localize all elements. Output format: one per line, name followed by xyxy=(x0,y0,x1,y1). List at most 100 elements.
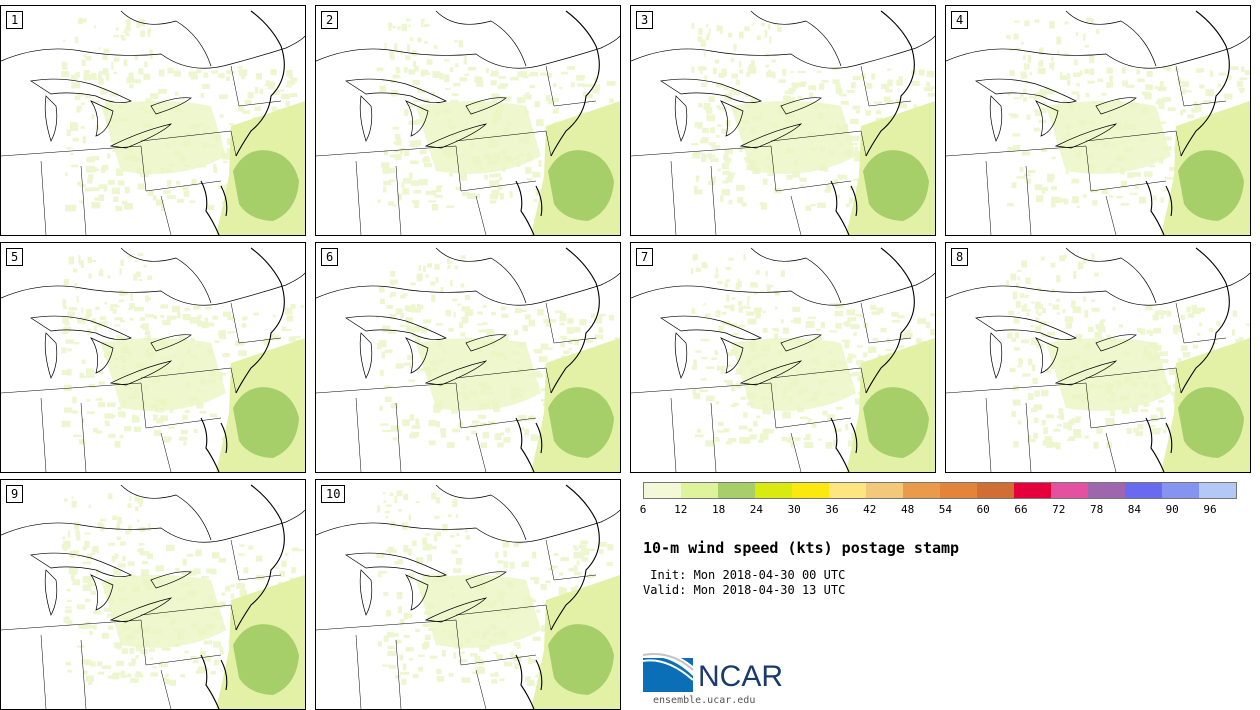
colorbar-tick-label: 66 xyxy=(1014,503,1028,516)
wind-field-strong xyxy=(1178,150,1244,221)
wind-field-strong xyxy=(233,387,299,458)
colorbar-swatch xyxy=(940,483,977,498)
map-lines xyxy=(946,247,1250,472)
colorbar-tick-label: 60 xyxy=(976,503,990,516)
wind-field-inland xyxy=(731,101,856,174)
map-lines xyxy=(1,247,305,472)
panel-number: 3 xyxy=(636,11,654,29)
map-graphic xyxy=(1,10,305,235)
map-panel-6: 6 xyxy=(315,242,621,473)
map-graphic xyxy=(1,484,305,709)
panel-number: 9 xyxy=(6,485,24,503)
colorbar-tick-label: 72 xyxy=(1052,503,1066,516)
map-graphic xyxy=(631,247,935,472)
wind-field-inland xyxy=(1046,338,1171,411)
wind-field-strong xyxy=(233,624,299,695)
panel-number: 4 xyxy=(951,11,969,29)
wind-field-strong xyxy=(233,150,299,221)
colorbar-tick-label: 42 xyxy=(863,503,877,516)
init-time: Init: Mon 2018-04-30 00 UTC xyxy=(643,568,846,582)
colorbar-swatch xyxy=(829,483,866,498)
wind-field-strong xyxy=(548,150,614,221)
map-panel-7: 7 xyxy=(630,242,936,473)
panel-number: 5 xyxy=(6,248,24,266)
colorbar-tick-label: 48 xyxy=(900,503,915,516)
colorbar-tick-label: 96 xyxy=(1203,503,1217,516)
colorbar xyxy=(643,482,1237,499)
colorbar-swatch xyxy=(1051,483,1088,498)
map-panel-8: 8 xyxy=(945,242,1251,473)
panel-number: 2 xyxy=(321,11,339,29)
wind-field-inland xyxy=(101,101,226,174)
colorbar-swatch xyxy=(644,483,681,498)
map-panel-2: 2 xyxy=(315,5,621,236)
map-lines xyxy=(1,484,305,709)
panel-number: 10 xyxy=(321,485,346,503)
map-lines xyxy=(1,10,305,235)
map-graphic xyxy=(631,10,935,235)
wind-field-strong xyxy=(863,387,929,458)
map-panel-10: 10 xyxy=(315,479,621,710)
map-graphic xyxy=(1,247,305,472)
wind-field-inland xyxy=(416,575,541,648)
colorbar-swatch xyxy=(755,483,792,498)
colorbar-tick-label: 30 xyxy=(787,503,801,516)
map-lines xyxy=(631,10,935,235)
map-panel-4: 4 xyxy=(945,5,1251,236)
colorbar-swatch xyxy=(1162,483,1199,498)
colorbar-swatch xyxy=(1199,483,1236,498)
colorbar-tick-label: 54 xyxy=(938,503,953,516)
wind-field-inland xyxy=(416,101,541,174)
map-panel-9: 9 xyxy=(0,479,306,710)
colorbar-tick-label: 6 xyxy=(639,503,647,516)
map-lines xyxy=(631,247,935,472)
colorbar-swatch xyxy=(1088,483,1125,498)
colorbar-swatch xyxy=(866,483,903,498)
colorbar-swatch xyxy=(718,483,755,498)
colorbar-swatch xyxy=(1014,483,1051,498)
panel-number: 6 xyxy=(321,248,339,266)
map-lines xyxy=(946,10,1250,235)
colorbar-swatch xyxy=(792,483,829,498)
page-title: 10-m wind speed (kts) postage stamp xyxy=(643,539,960,557)
colorbar-ticks: 6 12 18 24 30 36 42 48 54 60 66 72 78 84 90 96 xyxy=(639,503,1260,517)
map-graphic xyxy=(946,10,1250,235)
panel-number: 8 xyxy=(951,248,969,266)
wind-field-strong xyxy=(548,624,614,695)
map-panel-1: 1 xyxy=(0,5,306,236)
colorbar-tick-label: 78 xyxy=(1089,503,1104,516)
wind-field-strong xyxy=(863,150,929,221)
wind-field-inland xyxy=(731,338,856,411)
wind-field-strong xyxy=(548,387,614,458)
colorbar-tick-label: 90 xyxy=(1165,503,1179,516)
colorbar-swatch xyxy=(1125,483,1162,498)
site-url: ensemble.ucar.edu xyxy=(653,695,756,706)
colorbar-tick-label: 18 xyxy=(711,503,726,516)
colorbar-tick-label: 24 xyxy=(749,503,764,516)
colorbar-tick-label: 84 xyxy=(1127,503,1142,516)
wind-field-strong xyxy=(1178,387,1244,458)
wind-field-inland xyxy=(101,575,226,648)
map-graphic xyxy=(316,247,620,472)
map-panel-5: 5 xyxy=(0,242,306,473)
map-lines xyxy=(316,247,620,472)
panel-number: 1 xyxy=(6,11,24,29)
panel-number: 7 xyxy=(636,248,654,266)
ncar-logo-icon xyxy=(643,652,694,692)
wind-field-inland xyxy=(416,338,541,411)
map-graphic xyxy=(946,247,1250,472)
logo-text: NCAR xyxy=(698,660,784,693)
map-lines xyxy=(316,484,620,709)
valid-time: Valid: Mon 2018-04-30 13 UTC xyxy=(643,583,846,597)
wind-field-inland xyxy=(101,338,226,411)
map-graphic xyxy=(316,484,620,709)
map-lines xyxy=(316,10,620,235)
map-panel-3: 3 xyxy=(630,5,936,236)
colorbar-swatch xyxy=(903,483,940,498)
colorbar-tick-label: 12 xyxy=(674,503,688,516)
map-graphic xyxy=(316,10,620,235)
wind-field-inland xyxy=(1046,101,1171,174)
colorbar-swatch xyxy=(977,483,1014,498)
colorbar-swatch xyxy=(681,483,718,498)
colorbar-tick-label: 36 xyxy=(825,503,839,516)
